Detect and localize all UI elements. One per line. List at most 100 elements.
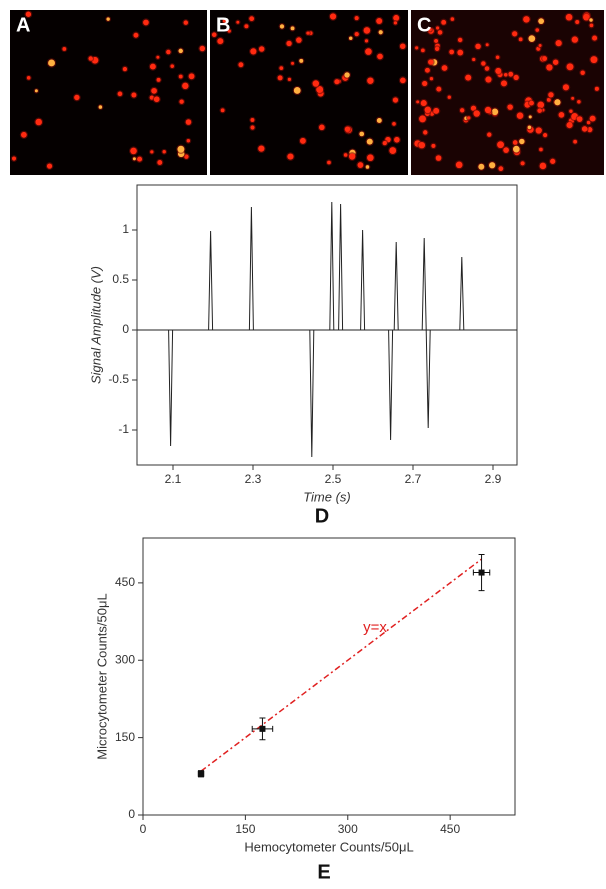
cell (98, 105, 103, 109)
cell (156, 55, 160, 59)
point (478, 569, 485, 576)
cell (459, 108, 465, 113)
cell (528, 115, 532, 119)
cell (378, 30, 383, 35)
cell (498, 166, 504, 172)
cell (179, 99, 184, 104)
cell (178, 74, 183, 79)
cell (88, 56, 93, 61)
y-tick-label: 0 (128, 807, 135, 821)
cell (543, 133, 548, 138)
cell (46, 163, 53, 169)
cell (455, 161, 463, 169)
cell (334, 79, 340, 85)
cell (518, 37, 523, 42)
cell (122, 66, 128, 72)
cell (583, 13, 590, 21)
cell (244, 24, 249, 29)
cell (392, 97, 399, 103)
cell (571, 96, 575, 100)
spike (425, 329, 431, 429)
micrograph (10, 10, 207, 175)
cell (516, 112, 524, 119)
spike (360, 229, 366, 331)
cell (473, 110, 480, 117)
cell (513, 145, 520, 153)
cell (299, 58, 304, 63)
cell (508, 71, 514, 77)
cell (258, 145, 265, 152)
cell (538, 44, 542, 48)
cell (376, 17, 383, 25)
cell (130, 147, 137, 155)
cell (548, 92, 554, 98)
image-label: B (216, 14, 230, 36)
cell (431, 143, 436, 148)
cell (178, 48, 183, 54)
cell (222, 19, 227, 23)
cell (457, 49, 464, 56)
cell (296, 37, 302, 43)
cell (513, 74, 519, 81)
cell (117, 91, 123, 97)
cell (580, 70, 585, 75)
cell (555, 40, 562, 47)
x-tick-label: 2.1 (165, 472, 182, 486)
cell (392, 122, 396, 126)
cell (589, 23, 594, 28)
cell (316, 85, 324, 93)
plot-frame (136, 184, 518, 466)
cell (467, 116, 471, 120)
cell (434, 46, 440, 52)
cell (539, 147, 543, 152)
cell (449, 49, 455, 55)
cell (497, 141, 505, 149)
y-tick-label: 0.5 (112, 272, 129, 286)
cell (48, 59, 56, 67)
cell (287, 153, 294, 160)
cell (419, 115, 426, 123)
cell (554, 99, 561, 106)
cell (512, 140, 518, 145)
x-tick-label: 300 (338, 822, 358, 836)
cell (565, 13, 573, 21)
x-tick-label: 2.9 (485, 472, 502, 486)
cell (542, 56, 548, 61)
cell (566, 63, 574, 71)
cell (489, 162, 496, 169)
cell (186, 139, 191, 143)
cell (573, 139, 578, 144)
y-tick-label: 1 (122, 222, 129, 236)
cell (329, 13, 337, 20)
cell (576, 116, 583, 122)
cell (344, 72, 350, 78)
cell (523, 16, 530, 23)
cell (424, 106, 432, 114)
cell (416, 100, 420, 104)
cell (291, 61, 295, 65)
x-tick-label: 2.5 (325, 472, 342, 486)
cell (503, 72, 508, 77)
cell (485, 43, 489, 47)
cell (581, 126, 588, 132)
cell (450, 17, 455, 21)
cell (528, 35, 536, 42)
cell (569, 109, 573, 113)
cell (394, 136, 400, 143)
cell (422, 80, 428, 87)
x-tick-label: 2.7 (405, 472, 422, 486)
cell (512, 31, 518, 37)
cell (287, 77, 292, 82)
cell (250, 117, 255, 122)
cell (306, 31, 310, 35)
cell (137, 156, 143, 162)
cell (183, 20, 189, 25)
spike (208, 230, 214, 331)
cell (166, 49, 171, 55)
cell (277, 75, 283, 81)
cell (592, 35, 598, 41)
y-tick-label: 300 (115, 652, 135, 666)
cell (357, 162, 364, 168)
cell (484, 66, 490, 71)
cell (535, 28, 540, 32)
